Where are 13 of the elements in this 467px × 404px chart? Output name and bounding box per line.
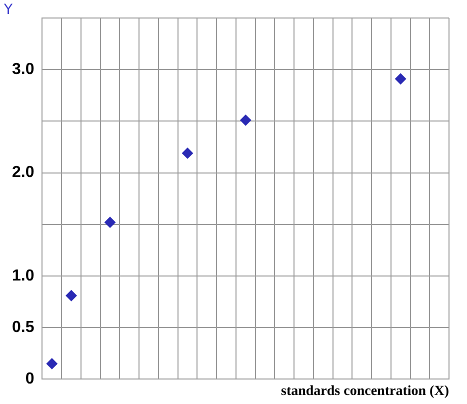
point: [182, 148, 194, 159]
y-tick-label: 3.0: [12, 61, 34, 78]
y-tick-label: 0.5: [12, 319, 34, 336]
point: [46, 358, 58, 370]
point: [66, 290, 77, 302]
y-tick-label: 2.0: [12, 164, 34, 182]
y-tick-label: 0: [25, 370, 34, 388]
point: [104, 216, 116, 228]
point: [395, 73, 406, 84]
x-axis-title: standards concentration (X): [281, 384, 450, 400]
y-tick-label: 1.0: [12, 267, 34, 284]
point: [240, 114, 252, 126]
y-axis-title: Y: [4, 2, 13, 18]
